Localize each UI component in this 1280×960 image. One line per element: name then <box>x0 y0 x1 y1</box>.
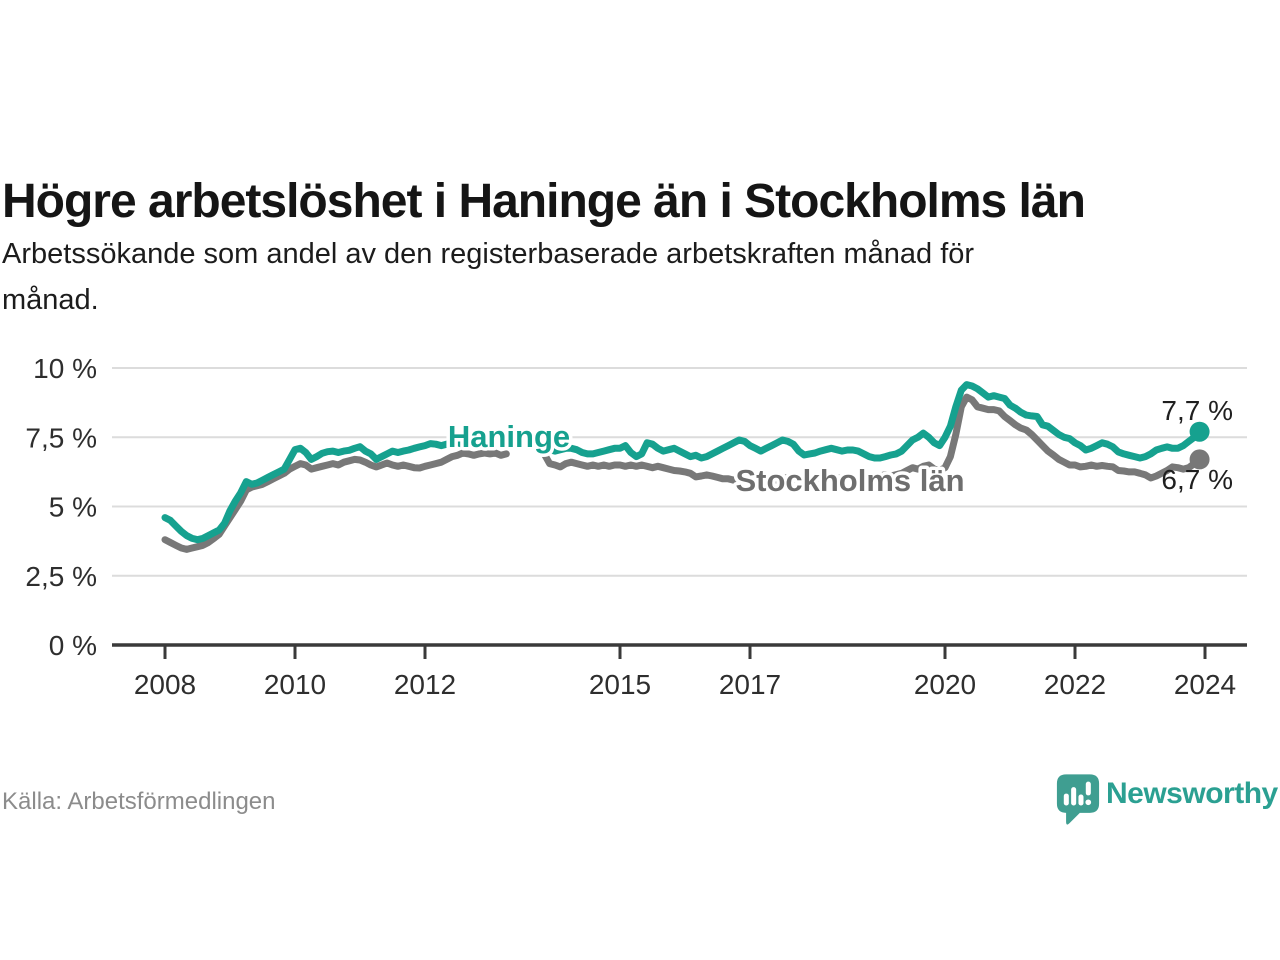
haninge-end-dot <box>1189 421 1210 442</box>
newsworthy-wordmark: Newsworthy <box>1106 777 1278 810</box>
x-axis-tick-label: 2015 <box>589 669 651 700</box>
subtitle-line-1: Arbetssökande som andel av den registerb… <box>2 238 975 270</box>
haninge-series-label: Haninge <box>448 419 570 454</box>
haninge-line <box>161 381 1204 544</box>
stockholm-line <box>161 393 1204 553</box>
page-title: Högre arbetslöshet i Haninge än i Stockh… <box>2 175 1086 229</box>
y-axis-tick-label: 0 % <box>49 630 97 661</box>
source-caption: Källa: Arbetsförmedlingen <box>2 788 276 815</box>
logo-bar-medium <box>1078 794 1084 806</box>
newsworthy-speech-bubble-icon <box>1056 774 1100 825</box>
y-axis-tick-label: 2,5 % <box>25 561 97 592</box>
subtitle-line-2: månad. <box>2 284 99 316</box>
logo-bar-tall <box>1071 787 1077 806</box>
x-axis-tick-label: 2022 <box>1044 669 1106 700</box>
newsworthy-logo: Newsworthy <box>1056 770 1280 834</box>
stockholm-series-label: Stockholms län <box>735 463 964 498</box>
y-axis-tick-label: 10 % <box>33 353 97 384</box>
x-axis-tick-label: 2017 <box>719 669 781 700</box>
chart-subtitle: Arbetssökande som andel av den registerb… <box>2 231 1222 323</box>
logo-exclamation-bar <box>1085 781 1091 796</box>
x-axis-tick-label: 2024 <box>1174 669 1236 700</box>
x-axis-tick-label: 2008 <box>134 669 196 700</box>
x-axis-tick-label: 2020 <box>914 669 976 700</box>
stockholm-end-value-label: 6,7 % <box>1161 464 1233 495</box>
haninge-end-value-label: 7,7 % <box>1161 395 1233 426</box>
stockholm-end-dot <box>1189 449 1210 470</box>
x-axis-tick-label: 2010 <box>264 669 326 700</box>
x-axis-tick-label: 2012 <box>394 669 456 700</box>
y-axis-tick-label: 5 % <box>49 492 97 523</box>
y-axis-tick-label: 7,5 % <box>25 422 97 453</box>
logo-bar-short <box>1063 793 1069 806</box>
logo-exclamation-dot <box>1085 799 1092 806</box>
